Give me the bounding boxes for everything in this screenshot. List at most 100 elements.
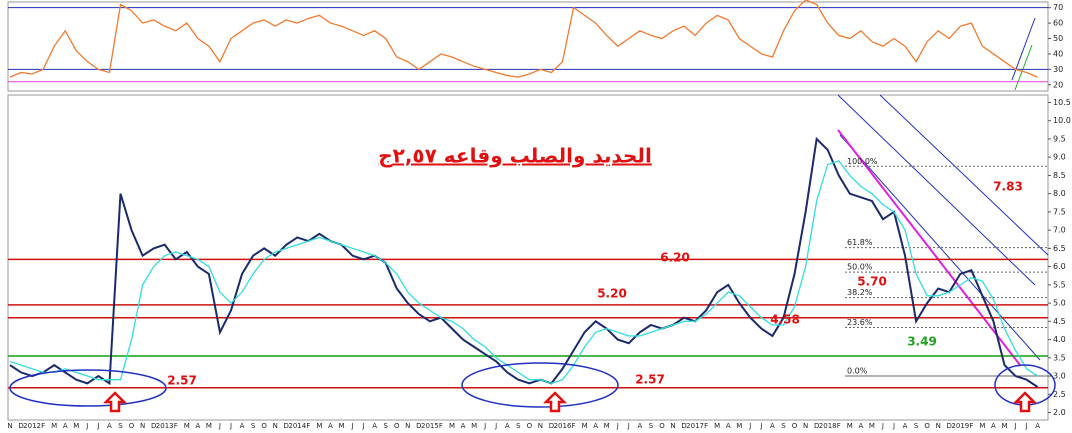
x-tick-label: J <box>748 422 751 430</box>
x-tick-label: D <box>151 422 156 430</box>
annotation: 2.57 <box>635 373 665 387</box>
x-tick-label: M <box>51 422 57 430</box>
x-tick-label: S <box>383 422 388 430</box>
x-tick-label: A <box>858 422 863 430</box>
annotation: 5.70 <box>857 275 887 289</box>
series-line <box>9 136 1039 388</box>
x-tick-label: A <box>328 422 333 430</box>
fib-label: 23.6% <box>847 318 873 327</box>
fib-label: 0.0% <box>847 367 868 376</box>
x-tick-label: 2016 <box>554 422 572 430</box>
x-tick-label: S <box>649 422 654 430</box>
y-tick-label: 9.0 <box>1053 153 1066 162</box>
x-tick-label: M <box>184 422 190 430</box>
y-tick-label: 10.5 <box>1053 98 1071 107</box>
y-tick-label: 3.5 <box>1053 353 1066 362</box>
bottom-ellipse <box>461 362 619 408</box>
y-tick-label: 30 <box>1053 65 1063 74</box>
x-tick-label: A <box>372 422 377 430</box>
x-tick-label: 2012 <box>23 422 41 430</box>
y-tick-label: 4.5 <box>1053 317 1066 326</box>
y-tick-label: 4.0 <box>1053 335 1066 344</box>
x-tick-label: O <box>659 422 665 430</box>
x-tick-label: J <box>1025 422 1028 430</box>
x-tick-label: A <box>637 422 642 430</box>
x-tick-label: J <box>351 422 354 430</box>
x-tick-label: 2018 <box>819 422 837 430</box>
rsi-panel <box>7 1 1049 92</box>
x-tick-label: J <box>892 422 895 430</box>
y-tick-label: 2.0 <box>1053 408 1066 417</box>
up-arrow <box>542 391 568 413</box>
x-tick-label: 2019 <box>951 422 969 430</box>
bottom-ellipse <box>9 369 167 407</box>
x-tick-label: D <box>681 422 686 430</box>
x-tick-label: S <box>914 422 919 430</box>
x-tick-label: 2015 <box>421 422 439 430</box>
x-tick-label: M <box>582 422 588 430</box>
x-tick-label: N <box>140 422 145 430</box>
x-tick-label: D <box>416 422 421 430</box>
x-tick-label: J <box>494 422 497 430</box>
x-tick-label: J <box>229 422 232 430</box>
x-tick-label: 2017 <box>686 422 704 430</box>
up-arrow <box>102 391 128 413</box>
x-tick-label: J <box>627 422 630 430</box>
y-tick-label: 9.5 <box>1053 134 1066 143</box>
x-tick-label: O <box>261 422 267 430</box>
x-tick-label: J <box>881 422 884 430</box>
x-tick-label: D <box>18 422 23 430</box>
x-tick-label: N <box>803 422 808 430</box>
y-tick-label: 5.0 <box>1053 299 1066 308</box>
channel-line <box>837 94 1036 286</box>
x-tick-label: N <box>405 422 410 430</box>
x-tick-label: O <box>792 422 798 430</box>
up-arrow <box>1012 391 1038 413</box>
y-tick-label: 8.0 <box>1053 189 1066 198</box>
y-tick-label: 8.5 <box>1053 171 1066 180</box>
x-tick-label: A <box>991 422 996 430</box>
x-tick-label: S <box>781 422 786 430</box>
annotation: 7.83 <box>993 180 1023 194</box>
x-tick-label: N <box>7 422 12 430</box>
y-tick-label: 3.0 <box>1053 372 1066 381</box>
x-tick-label: M <box>847 422 853 430</box>
x-tick-label: M <box>471 422 477 430</box>
x-tick-label: M <box>316 422 322 430</box>
x-tick-label: A <box>63 422 68 430</box>
y-tick-label: 2.5 <box>1053 390 1066 399</box>
x-tick-label: A <box>461 422 466 430</box>
x-tick-label: 2013 <box>156 422 174 430</box>
x-tick-label: M <box>1001 422 1007 430</box>
y-tick-label: 6.5 <box>1053 244 1066 253</box>
x-tick-label: O <box>527 422 533 430</box>
x-tick-label: M <box>206 422 212 430</box>
rsi-trend <box>1014 44 1033 91</box>
annotation: 3.49 <box>907 335 937 349</box>
channel-line <box>879 94 1049 256</box>
x-tick-label: A <box>505 422 510 430</box>
annotation: 5.20 <box>597 287 627 301</box>
y-tick-label: 70 <box>1053 3 1063 12</box>
y-tick-label: 6.0 <box>1053 262 1066 271</box>
series-line <box>9 160 1039 385</box>
x-tick-label: J <box>218 422 221 430</box>
x-tick-label: F <box>174 422 178 430</box>
x-tick-label: M <box>449 422 455 430</box>
y-tick-label: 10.0 <box>1053 116 1071 125</box>
channel-line <box>839 134 1041 361</box>
x-tick-label: J <box>759 422 762 430</box>
x-tick-label: N <box>936 422 941 430</box>
x-tick-label: M <box>73 422 79 430</box>
fib-label: 38.2% <box>847 288 873 297</box>
x-tick-label: J <box>483 422 486 430</box>
x-tick-label: N <box>538 422 543 430</box>
y-tick-label: 7.5 <box>1053 207 1066 216</box>
x-tick-label: J <box>362 422 365 430</box>
y-tick-label: 5.5 <box>1053 280 1066 289</box>
x-tick-label: S <box>118 422 123 430</box>
annotation: 6.20 <box>660 251 690 265</box>
x-tick-label: O <box>129 422 135 430</box>
